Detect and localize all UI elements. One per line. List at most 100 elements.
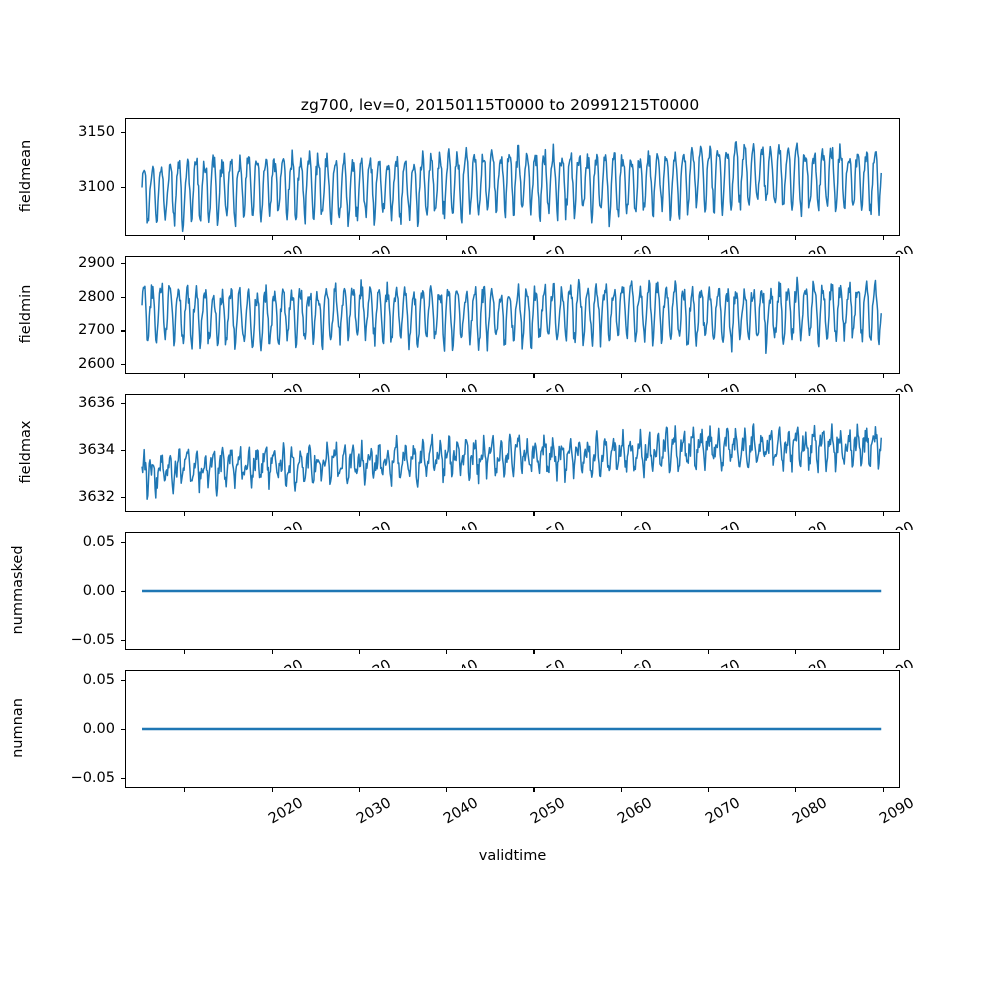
- x-tick-label: 2050: [465, 519, 568, 530]
- x-tick-label: 2050: [465, 657, 568, 668]
- x-tick-mark: [882, 650, 884, 654]
- x-tick-mark: [882, 788, 884, 792]
- x-tick-mark: [620, 512, 622, 516]
- subplot-numnan: [125, 670, 900, 788]
- x-tick-mark: [707, 512, 710, 516]
- x-tick-mark: [184, 788, 186, 792]
- y-tick-label-fieldmax: 3636: [78, 395, 115, 412]
- x-axis-label: validtime: [478, 848, 547, 864]
- x-tick-label: 2040: [440, 795, 481, 828]
- y-tick-mark: [121, 729, 125, 731]
- x-tick-label: 2060: [552, 243, 655, 254]
- x-tick-label-row: 202020302040205020602070208020902100: [110, 517, 930, 530]
- y-tick-mark: [121, 778, 125, 780]
- y-tick-mark: [121, 679, 125, 681]
- y-axis-label-fieldmin: fieldmin: [18, 284, 34, 344]
- series-line-fieldmax: [126, 395, 899, 511]
- x-tick-mark: [620, 236, 622, 240]
- x-tick-mark: [795, 512, 797, 516]
- x-tick-label: 2050: [465, 381, 568, 392]
- x-tick-label: 2090: [814, 243, 917, 254]
- x-tick-label: 2070: [639, 243, 743, 254]
- x-tick-label: 2100: [901, 519, 930, 530]
- x-tick-mark: [271, 512, 273, 516]
- y-tick-label-fieldmean: 3150: [78, 124, 115, 141]
- x-tick-label: 2030: [290, 657, 394, 668]
- x-tick-label: 2040: [378, 657, 481, 668]
- y-tick-label-numnan: 0.05: [82, 671, 115, 688]
- x-tick-label: 2020: [266, 795, 307, 828]
- x-tick-mark: [533, 236, 535, 240]
- y-tick-mark: [121, 296, 125, 298]
- y-tick-mark: [121, 132, 125, 134]
- x-tick-mark: [882, 374, 884, 378]
- y-tick-label-nummasked: 0.00: [82, 583, 115, 599]
- x-tick-label: 2020: [203, 519, 306, 530]
- x-tick-mark: [271, 236, 273, 240]
- x-tick-mark: [795, 374, 797, 378]
- series-line-fieldmin: [126, 257, 899, 373]
- x-tick-mark: [184, 650, 186, 654]
- plot-area-nummasked: [126, 533, 899, 649]
- x-tick-mark: [184, 512, 186, 516]
- x-tick-mark: [271, 650, 273, 654]
- x-tick-mark: [358, 650, 360, 654]
- y-axis-label-nummasked: nummasked: [10, 545, 26, 635]
- y-tick-mark: [121, 403, 125, 405]
- x-tick-mark: [707, 374, 710, 378]
- x-tick-label: 2030: [290, 243, 394, 254]
- x-tick-mark: [271, 374, 273, 378]
- x-tick-mark: [446, 374, 448, 378]
- x-tick-mark: [707, 788, 710, 792]
- plot-area-fieldmean: [126, 119, 899, 235]
- x-tick-mark: [533, 650, 535, 654]
- x-tick-label: 2040: [378, 381, 481, 392]
- x-tick-mark: [533, 788, 535, 792]
- x-tick-mark: [795, 788, 797, 792]
- x-tick-label-row: 202020302040205020602070208020902100: [110, 793, 930, 853]
- x-tick-label-row: 202020302040205020602070208020902100: [110, 379, 930, 392]
- x-tick-mark: [707, 650, 710, 654]
- y-tick-label-numnan: −0.05: [70, 770, 115, 787]
- y-axis-label-fieldmax: fieldmax: [18, 420, 34, 484]
- y-tick-mark: [121, 363, 125, 366]
- y-tick-label-fieldmax: 3634: [78, 442, 115, 459]
- x-tick-mark: [358, 374, 360, 378]
- x-tick-label: 2060: [552, 519, 655, 530]
- x-tick-label: 2020: [203, 381, 306, 392]
- x-tick-label: 2090: [814, 381, 917, 392]
- x-tick-mark: [795, 236, 797, 240]
- x-tick-mark: [620, 374, 622, 378]
- x-tick-label: 2070: [639, 381, 743, 392]
- y-tick-mark: [121, 496, 125, 498]
- x-tick-label: 2030: [353, 795, 394, 828]
- series-line-fieldmean: [126, 119, 899, 235]
- x-tick-mark: [271, 788, 273, 792]
- y-tick-mark: [121, 186, 125, 188]
- x-tick-label: 2090: [814, 657, 917, 668]
- subplot-fieldmean: [125, 118, 900, 236]
- y-tick-mark: [121, 541, 125, 543]
- x-tick-label-row: 202020302040205020602070208020902100: [110, 655, 930, 668]
- x-tick-label: 2030: [290, 519, 394, 530]
- y-tick-mark: [121, 591, 125, 593]
- x-tick-label: 2060: [552, 381, 655, 392]
- x-tick-mark: [882, 236, 884, 240]
- x-tick-label: 2100: [901, 657, 930, 668]
- x-tick-label: 2080: [727, 519, 830, 530]
- y-tick-label-nummasked: 0.05: [82, 533, 115, 550]
- y-tick-label-fieldmin: 2900: [78, 255, 115, 272]
- y-tick-label-fieldmin: 2700: [78, 322, 115, 339]
- x-tick-mark: [795, 650, 797, 654]
- x-tick-label-row: 202020302040205020602070208020902100: [110, 241, 930, 254]
- x-tick-mark: [620, 788, 622, 792]
- x-tick-mark: [620, 650, 622, 654]
- y-tick-label-nummasked: −0.05: [70, 632, 115, 649]
- x-tick-label: 2080: [727, 381, 830, 392]
- y-tick-mark: [121, 263, 125, 265]
- series-line-nummasked: [126, 533, 899, 649]
- series-line-numnan: [126, 671, 899, 787]
- x-tick-mark: [446, 512, 448, 516]
- y-axis-label-fieldmean: fieldmean: [18, 139, 34, 213]
